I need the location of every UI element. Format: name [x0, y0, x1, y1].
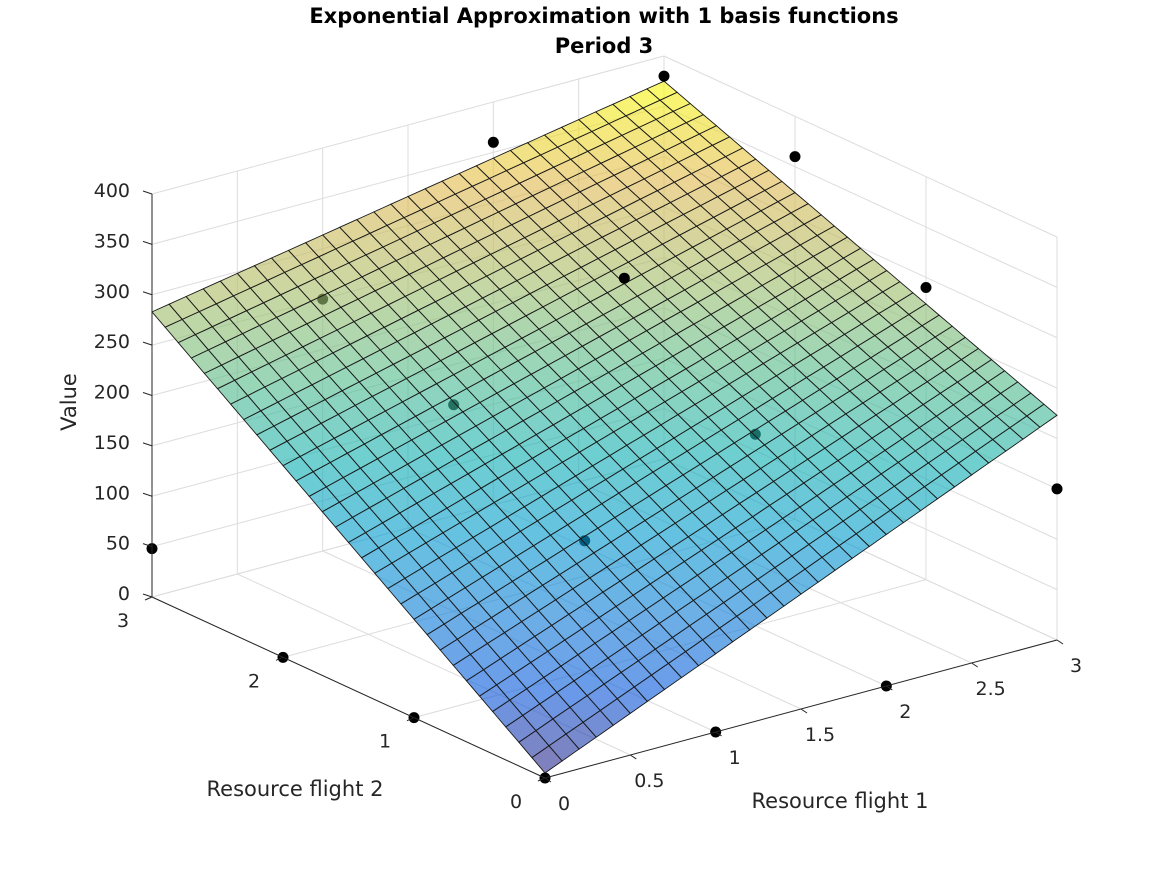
y-axis-label: Resource flight 2 [207, 777, 384, 801]
z-tick-mark [142, 492, 153, 497]
x-tick-label: 1 [729, 747, 741, 769]
z-tick-label: 0 [118, 583, 130, 605]
z-tick-mark [142, 240, 153, 245]
z-tick-mark [142, 341, 153, 346]
z-tick-label: 150 [94, 432, 130, 454]
wall-gridline [663, 55, 1058, 238]
z-tick-label: 300 [94, 281, 130, 303]
y-tick-label: 2 [248, 670, 260, 692]
points-above-surface [487, 70, 932, 293]
z-tick-label: 400 [94, 180, 130, 202]
x-tick-mark [800, 708, 808, 714]
x-tick-label: 0.5 [634, 770, 664, 792]
data-point [920, 281, 932, 293]
y-tick-mark [406, 717, 415, 722]
chart-title: Exponential Approximation with 1 basis f… [309, 4, 898, 28]
surface-cell [151, 303, 183, 328]
surface-mesh [151, 80, 1058, 774]
x-tick-mark [1056, 639, 1064, 645]
chart-subtitle: Period 3 [555, 34, 654, 58]
y-tick-mark [275, 656, 284, 661]
data-point [487, 136, 499, 148]
x-tick-mark [886, 685, 893, 691]
z-tick-label: 50 [106, 533, 130, 555]
y-axis-line [151, 596, 546, 779]
z-axis-label: Value [57, 373, 81, 431]
data-point [618, 272, 630, 284]
x-axis-label: Resource flight 1 [752, 789, 929, 813]
z-tick-label: 350 [94, 230, 130, 252]
data-point [1051, 483, 1063, 495]
z-tick-label: 250 [94, 331, 130, 353]
data-point [789, 151, 801, 163]
z-tick-label: 100 [94, 482, 130, 504]
z-tick-mark [142, 543, 153, 548]
z-tick-mark [142, 291, 153, 296]
z-tick-label: 200 [94, 382, 130, 404]
x-tick-label: 2.5 [976, 678, 1006, 700]
y-tick-mark [537, 777, 546, 782]
x-tick-mark [544, 777, 552, 783]
z-tick-mark [142, 593, 153, 598]
x-tick-mark [715, 731, 722, 737]
axes-layer: 0 0.5 1 1.5 2 2.5 3 0 1 2 3 0 50 100 150 200 250 300 350 40… [94, 180, 1082, 815]
x-tick-label: 1.5 [805, 724, 835, 746]
x-tick-label: 0 [558, 793, 570, 815]
y-tick-label: 1 [379, 731, 391, 753]
z-tick-mark [142, 442, 153, 447]
y-tick-label: 0 [510, 791, 522, 813]
z-tick-mark [142, 392, 153, 396]
x-tick-mark [630, 754, 637, 760]
x-tick-label: 2 [899, 701, 911, 723]
x-tick-mark [971, 662, 978, 668]
x-tick-label: 3 [1070, 655, 1082, 677]
data-point [658, 70, 670, 82]
y-tick-label: 3 [117, 610, 129, 632]
z-tick-mark [142, 190, 153, 195]
wall-gridline [151, 55, 665, 195]
y-tick-mark [144, 596, 153, 601]
